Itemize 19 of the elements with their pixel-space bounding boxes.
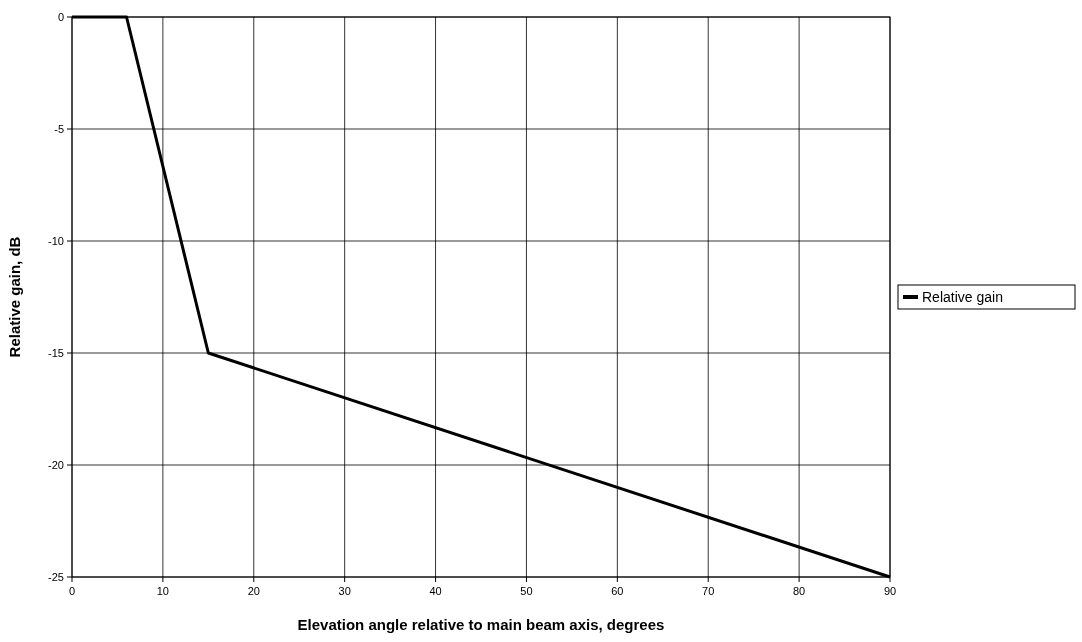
x-tick-label: 20 (247, 585, 260, 597)
x-tick-label: 30 (338, 585, 351, 597)
x-axis-title: Elevation angle relative to main beam axis, degrees (297, 616, 665, 633)
x-tick-label: 80 (792, 585, 806, 597)
x-tick-label: 40 (429, 585, 442, 597)
x-tick-label: 10 (156, 585, 170, 597)
y-tick-label: -10 (48, 235, 64, 247)
y-tick-label: -20 (48, 459, 64, 471)
x-tick-label: 60 (611, 585, 624, 597)
x-tick-label: 90 (883, 585, 897, 597)
legend-label: Relative gain (922, 289, 1003, 305)
y-tick-label: -15 (48, 347, 64, 359)
x-tick-label: 70 (702, 585, 715, 597)
x-tick-label: 50 (520, 585, 533, 597)
y-tick-label: -25 (48, 571, 64, 583)
x-tick-label: 0 (68, 585, 76, 597)
y-axis-title: Relative gain, dB (6, 236, 23, 358)
y-tick-label: -5 (54, 123, 64, 135)
y-tick-label: 0 (57, 11, 64, 23)
